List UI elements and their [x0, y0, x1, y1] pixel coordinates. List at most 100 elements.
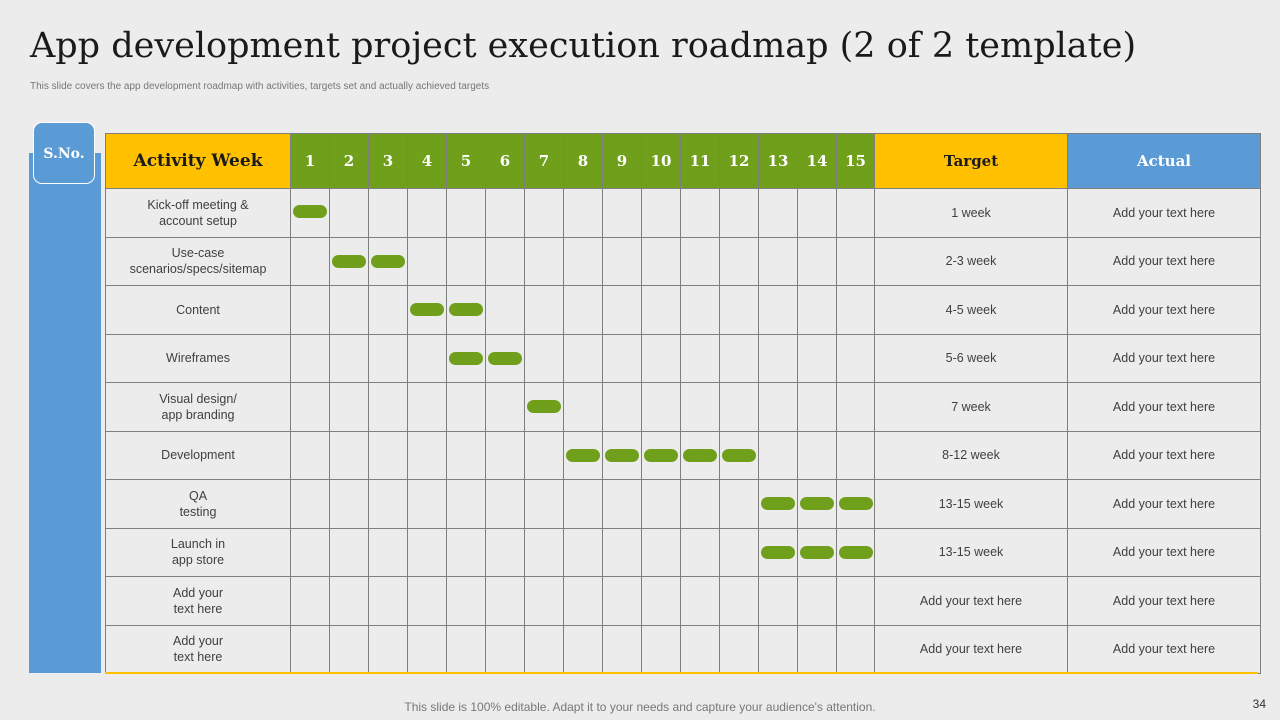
- slide-subtitle: This slide covers the app development ro…: [30, 81, 490, 92]
- week-header: 14: [797, 133, 837, 189]
- week-cell: [797, 236, 837, 286]
- table-body: Kick-off meeting & account setup 1 week Ad…: [105, 188, 1261, 674]
- week-cell: [758, 382, 798, 432]
- week-cell: [641, 285, 681, 335]
- progress-bar: [566, 448, 600, 462]
- progress-bar: [644, 448, 678, 462]
- week-cell: [485, 382, 525, 432]
- activity-label: Add your text here: [172, 585, 224, 616]
- week-cell: [407, 333, 447, 383]
- week-cell: [602, 188, 642, 238]
- week-cell: [641, 382, 681, 432]
- activity-label: Development: [161, 448, 235, 463]
- week-cell: [485, 527, 525, 577]
- week-cell: [836, 236, 875, 286]
- week-cell: [758, 430, 798, 480]
- week-cell: [563, 285, 603, 335]
- week-cell: [368, 624, 408, 674]
- week-cell: [524, 333, 564, 383]
- week-cell: [602, 236, 642, 286]
- week-cell: [446, 576, 486, 626]
- actual-cell: Add your text here: [1067, 479, 1261, 529]
- activity-cell: Use-case scenarios/specs/sitemap: [105, 236, 291, 286]
- week-cell: [641, 624, 681, 674]
- week-cell: [446, 382, 486, 432]
- activity-label: Visual design/ app branding: [159, 391, 237, 422]
- table-row: Content 4-5 week Add your text here: [105, 285, 1261, 335]
- week-cell: [641, 527, 681, 577]
- progress-bar: [800, 545, 834, 559]
- week-cell: [836, 333, 875, 383]
- week-cell: [602, 382, 642, 432]
- week-cell: [836, 576, 875, 626]
- activity-cell: Kick-off meeting & account setup: [105, 188, 291, 238]
- week-cell: [446, 479, 486, 529]
- week-cell: [680, 479, 720, 529]
- week-cell: [407, 430, 447, 480]
- activity-label: Use-case scenarios/specs/sitemap: [129, 246, 267, 277]
- roadmap-table: Activity Week 1 2 3 4 5 6 7 8 9 10 11 12 13 14 15 Targe…: [105, 133, 1261, 674]
- week-cell: [719, 188, 759, 238]
- week-cell: [329, 624, 369, 674]
- week-cell: [797, 333, 837, 383]
- bottom-accent-line: [105, 672, 1258, 674]
- target-cell: 4-5 week: [874, 285, 1068, 335]
- week-header: 7: [524, 133, 564, 189]
- target-cell: 13-15 week: [874, 527, 1068, 577]
- week-cell: [329, 285, 369, 335]
- week-cell: [407, 236, 447, 286]
- actual-cell: Add your text here: [1067, 382, 1261, 432]
- progress-bar: [527, 400, 561, 414]
- week-header: 2: [329, 133, 369, 189]
- week-cell: [524, 527, 564, 577]
- week-header: 11: [680, 133, 720, 189]
- actual-header: Actual: [1067, 133, 1261, 189]
- activity-cell: Launch in app store: [105, 527, 291, 577]
- activity-label: Kick-off meeting & account setup: [147, 197, 249, 228]
- progress-bar: [761, 497, 795, 511]
- week-cell: [446, 527, 486, 577]
- table-row: Launch in app store 13-15 week Add your te…: [105, 527, 1261, 577]
- week-cell: [797, 527, 837, 577]
- week-cell: [641, 479, 681, 529]
- week-header: 4: [407, 133, 447, 189]
- progress-bar: [722, 448, 756, 462]
- week-cell: [563, 624, 603, 674]
- week-cell: [329, 527, 369, 577]
- target-cell: 7 week: [874, 382, 1068, 432]
- week-cell: [602, 479, 642, 529]
- week-cell: [290, 527, 330, 577]
- week-cell: [485, 188, 525, 238]
- week-cell: [797, 382, 837, 432]
- week-cell: [680, 333, 720, 383]
- week-cell: [680, 527, 720, 577]
- week-cell: [329, 430, 369, 480]
- week-cell: [641, 576, 681, 626]
- week-cell: [680, 285, 720, 335]
- progress-bar: [332, 254, 366, 268]
- week-cell: [602, 527, 642, 577]
- actual-cell: Add your text here: [1067, 333, 1261, 383]
- week-cell: [680, 430, 720, 480]
- progress-bar: [838, 497, 873, 511]
- slide-title: App development project execution roadma…: [30, 26, 1137, 66]
- activity-label: Content: [176, 302, 220, 317]
- week-cell: [719, 382, 759, 432]
- activity-cell: QA testing: [105, 479, 291, 529]
- actual-cell: Add your text here: [1067, 285, 1261, 335]
- activity-cell: Content: [105, 285, 291, 335]
- week-header: 15: [836, 133, 875, 189]
- week-cell: [290, 188, 330, 238]
- activity-cell: Development: [105, 430, 291, 480]
- week-cell: [680, 188, 720, 238]
- week-cell: [758, 188, 798, 238]
- week-cell: [446, 236, 486, 286]
- week-cell: [368, 333, 408, 383]
- week-cell: [563, 382, 603, 432]
- week-cell: [680, 576, 720, 626]
- actual-cell: Add your text here: [1067, 188, 1261, 238]
- progress-bar: [488, 351, 522, 365]
- week-cell: [719, 624, 759, 674]
- progress-bar: [683, 448, 717, 462]
- activity-cell: Add your text here: [105, 624, 291, 674]
